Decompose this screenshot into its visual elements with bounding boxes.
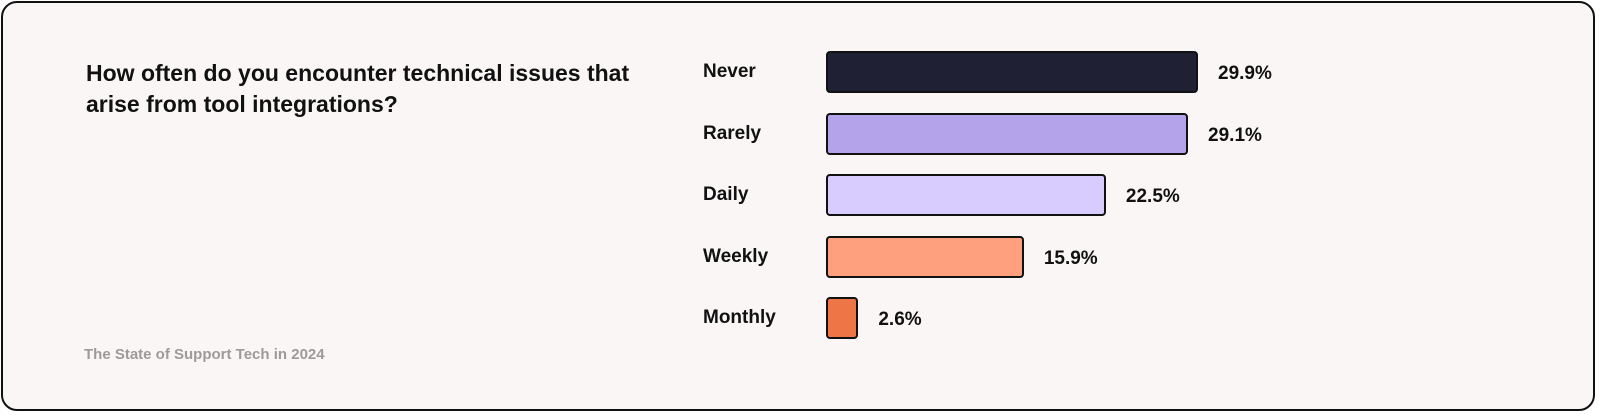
chart-title: How often do you encounter technical iss… <box>86 60 630 117</box>
category-label-rarely: Rarely <box>703 122 762 144</box>
bar-monthly <box>826 297 859 339</box>
value-label-rarely: 29.1% <box>1208 124 1262 146</box>
source-caption: The State of Support Tech in 2024 <box>84 346 325 363</box>
bar-chart: Never 29.9% Rarely 29.1% Daily 22.5% Weekly 15.… <box>3 3 1593 409</box>
bar-daily <box>826 174 1106 216</box>
category-label-daily: Daily <box>703 184 749 205</box>
category-label-weekly: Weekly <box>703 245 769 267</box>
value-label-monthly: 2.6% <box>878 309 922 330</box>
value-label-weekly: 15.9% <box>1043 247 1098 269</box>
bar-rarely <box>826 112 1189 155</box>
category-label-monthly: Monthly <box>703 307 776 328</box>
value-label-daily: 22.5% <box>1125 186 1180 207</box>
bar-weekly <box>826 235 1024 278</box>
value-label-never: 29.9% <box>1218 63 1272 84</box>
category-label-never: Never <box>703 61 756 82</box>
bar-never <box>826 51 1198 93</box>
